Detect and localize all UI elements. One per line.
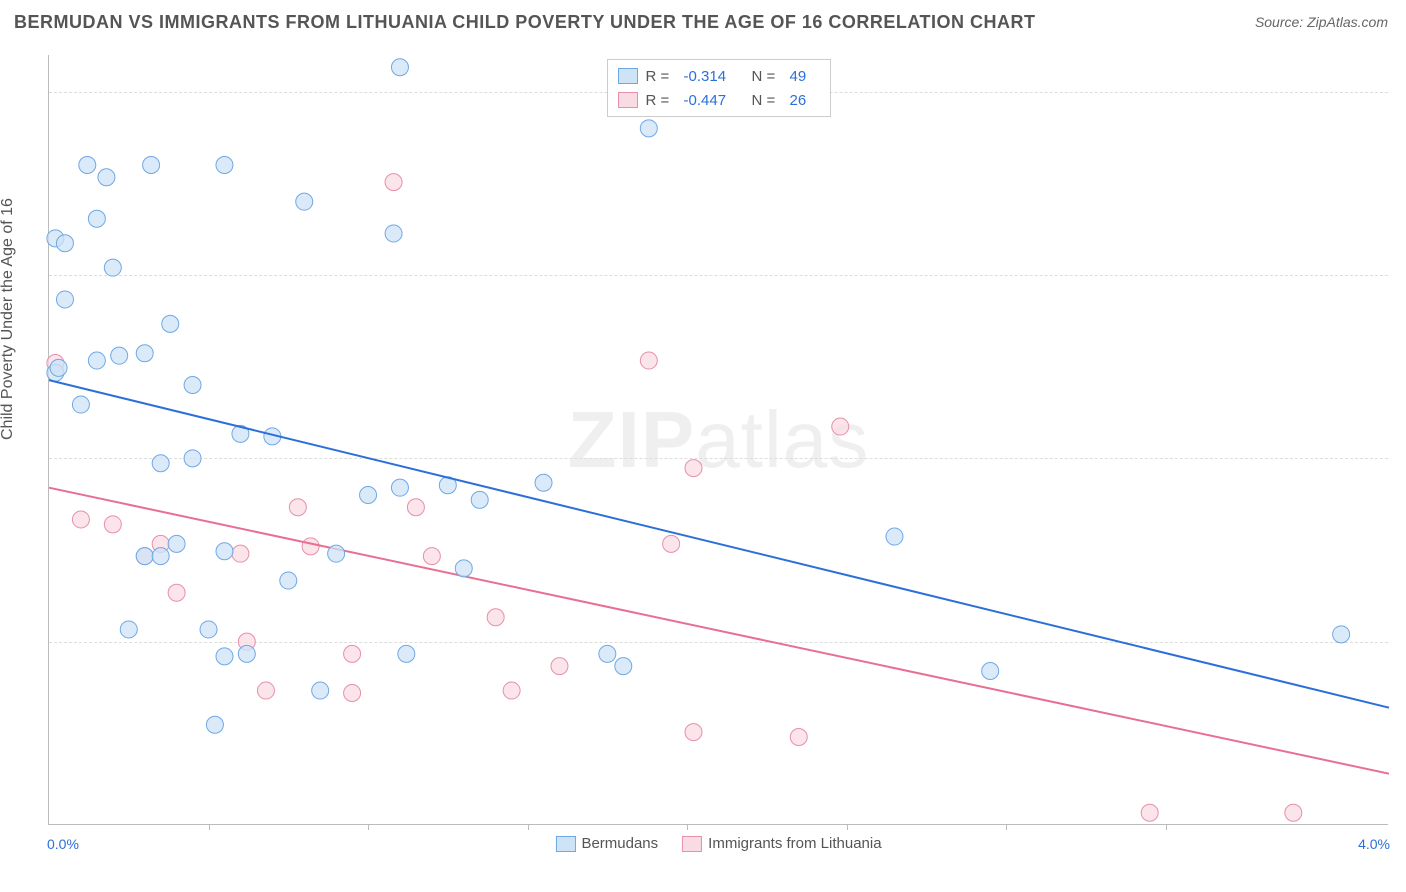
data-point-bermudans [184, 450, 201, 467]
data-point-bermudans [535, 474, 552, 491]
data-point-bermudans [104, 259, 121, 276]
data-point-lithuania [407, 499, 424, 516]
chart-title: BERMUDAN VS IMMIGRANTS FROM LITHUANIA CH… [14, 12, 1036, 33]
data-point-bermudans [385, 225, 402, 242]
data-point-bermudans [56, 291, 73, 308]
data-point-lithuania [302, 538, 319, 555]
data-point-bermudans [184, 377, 201, 394]
data-point-bermudans [599, 645, 616, 662]
data-point-lithuania [72, 511, 89, 528]
data-point-bermudans [111, 347, 128, 364]
x-axis-max-label: 4.0% [1358, 836, 1390, 852]
data-point-lithuania [640, 352, 657, 369]
data-point-lithuania [487, 609, 504, 626]
data-point-bermudans [162, 315, 179, 332]
r-value-lithuania: -0.447 [684, 92, 744, 109]
data-point-bermudans [206, 716, 223, 733]
chart-container: BERMUDAN VS IMMIGRANTS FROM LITHUANIA CH… [0, 0, 1406, 892]
data-point-lithuania [685, 724, 702, 741]
series-legend: Bermudans Immigrants from Lithuania [555, 835, 881, 852]
data-point-lithuania [832, 418, 849, 435]
data-point-lithuania [257, 682, 274, 699]
data-point-bermudans [216, 543, 233, 560]
data-point-bermudans [328, 545, 345, 562]
legend-row-bermudans: R = -0.314 N = 49 [618, 64, 820, 88]
data-point-lithuania [104, 516, 121, 533]
swatch-lithuania-icon [682, 836, 702, 852]
data-point-lithuania [344, 685, 361, 702]
legend-label-lithuania: Immigrants from Lithuania [708, 835, 881, 852]
data-point-lithuania [423, 548, 440, 565]
data-point-bermudans [471, 491, 488, 508]
x-tick-mark [1166, 824, 1167, 830]
data-point-lithuania [289, 499, 306, 516]
data-point-lithuania [232, 545, 249, 562]
data-point-bermudans [120, 621, 137, 638]
data-point-bermudans [391, 59, 408, 76]
data-point-bermudans [640, 120, 657, 137]
data-point-bermudans [136, 548, 153, 565]
swatch-lithuania [618, 92, 638, 108]
data-point-lithuania [551, 658, 568, 675]
data-point-bermudans [312, 682, 329, 699]
data-point-lithuania [790, 729, 807, 746]
data-point-bermudans [216, 648, 233, 665]
source-label: Source: ZipAtlas.com [1255, 14, 1388, 30]
data-point-bermudans [152, 455, 169, 472]
x-tick-mark [687, 824, 688, 830]
data-point-bermudans [280, 572, 297, 589]
x-axis-min-label: 0.0% [47, 836, 79, 852]
plot-area: ZIPatlas 7.5%15.0%22.5%30.0% R = -0.314 … [48, 55, 1388, 825]
data-point-bermudans [391, 479, 408, 496]
data-point-bermudans [98, 169, 115, 186]
x-tick-mark [528, 824, 529, 830]
data-point-lithuania [503, 682, 520, 699]
legend-label-bermudans: Bermudans [581, 835, 658, 852]
r-value-bermudans: -0.314 [684, 68, 744, 85]
x-tick-mark [209, 824, 210, 830]
data-point-lithuania [1141, 804, 1158, 821]
regression-line-lithuania [49, 488, 1389, 774]
legend-item-bermudans: Bermudans [555, 835, 658, 852]
data-point-bermudans [72, 396, 89, 413]
data-point-lithuania [385, 174, 402, 191]
data-point-bermudans [360, 487, 377, 504]
swatch-bermudans-icon [555, 836, 575, 852]
data-point-bermudans [1333, 626, 1350, 643]
data-point-bermudans [88, 352, 105, 369]
data-point-lithuania [168, 584, 185, 601]
n-value-lithuania: 26 [790, 92, 820, 109]
data-point-bermudans [56, 235, 73, 252]
data-point-bermudans [615, 658, 632, 675]
data-point-bermudans [136, 345, 153, 362]
data-point-lithuania [1285, 804, 1302, 821]
x-tick-mark [368, 824, 369, 830]
data-point-bermudans [50, 359, 67, 376]
chart-svg [49, 55, 1388, 824]
data-point-bermudans [88, 210, 105, 227]
data-point-bermudans [238, 645, 255, 662]
legend-item-lithuania: Immigrants from Lithuania [682, 835, 881, 852]
data-point-bermudans [143, 157, 160, 174]
data-point-bermudans [79, 157, 96, 174]
y-axis-label: Child Poverty Under the Age of 16 [0, 198, 17, 440]
x-tick-mark [847, 824, 848, 830]
correlation-legend: R = -0.314 N = 49 R = -0.447 N = 26 [607, 59, 831, 117]
data-point-bermudans [152, 548, 169, 565]
data-point-bermudans [455, 560, 472, 577]
data-point-bermudans [200, 621, 217, 638]
data-point-bermudans [296, 193, 313, 210]
data-point-lithuania [663, 535, 680, 552]
data-point-bermudans [168, 535, 185, 552]
data-point-bermudans [886, 528, 903, 545]
x-tick-mark [1006, 824, 1007, 830]
data-point-bermudans [982, 663, 999, 680]
data-point-lithuania [685, 460, 702, 477]
legend-row-lithuania: R = -0.447 N = 26 [618, 88, 820, 112]
data-point-lithuania [344, 645, 361, 662]
data-point-bermudans [398, 645, 415, 662]
n-value-bermudans: 49 [790, 68, 820, 85]
data-point-bermudans [216, 157, 233, 174]
swatch-bermudans [618, 68, 638, 84]
